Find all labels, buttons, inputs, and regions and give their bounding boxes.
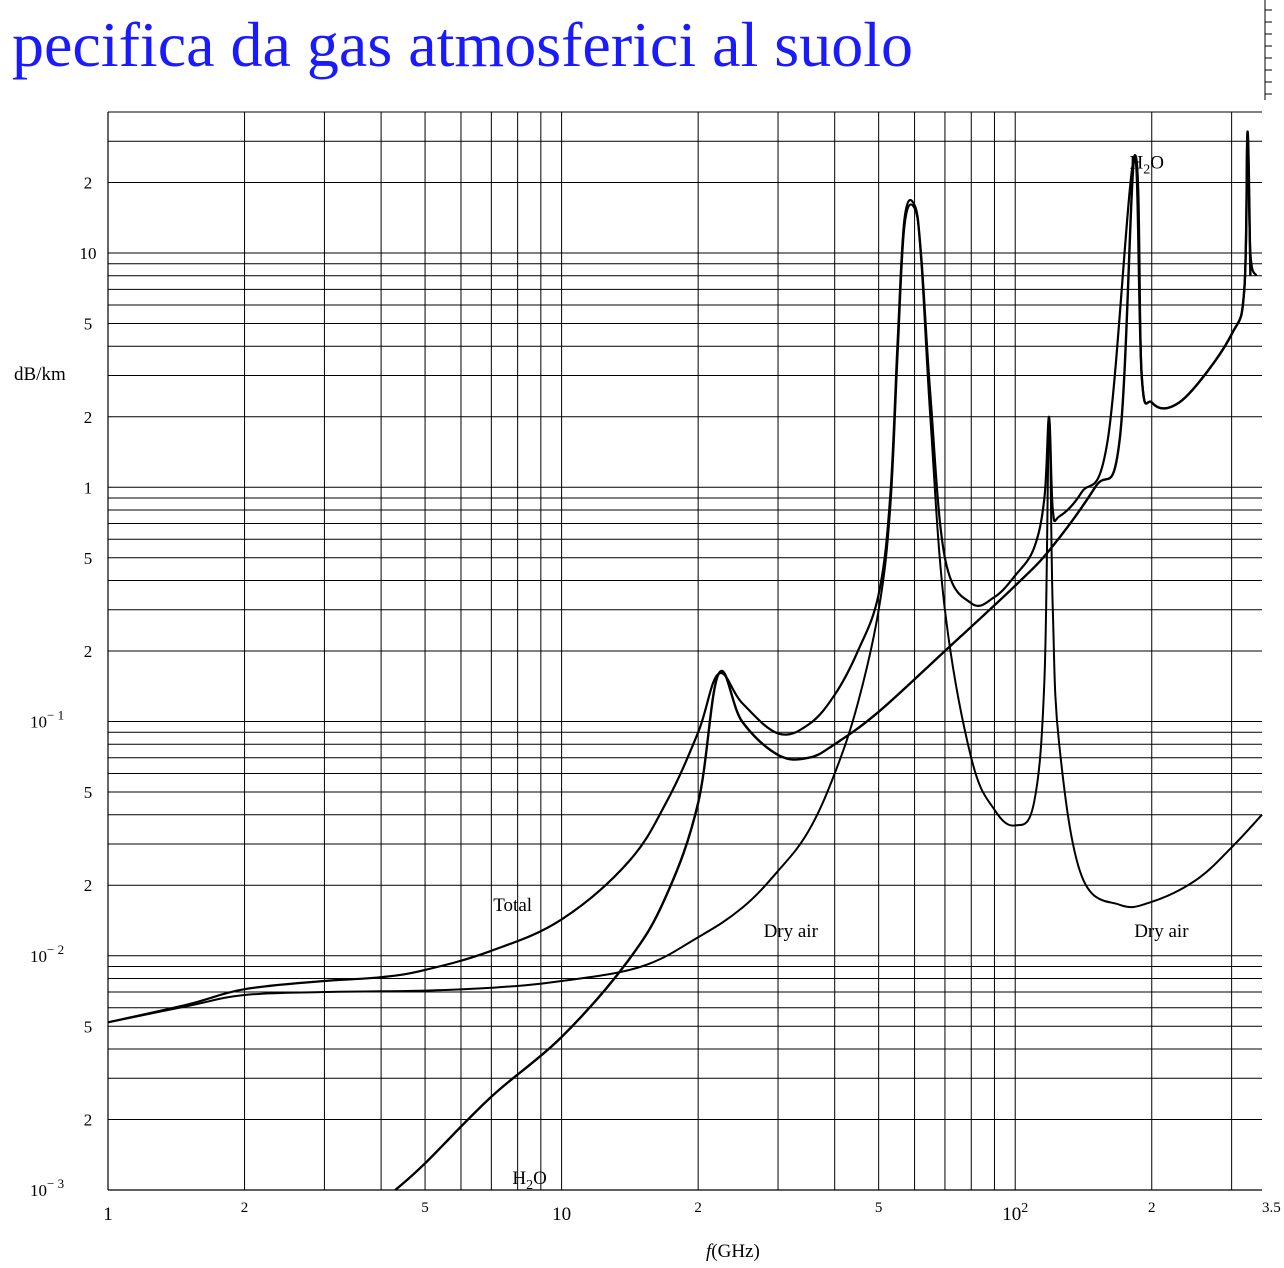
curve-labels: Total Dry air Dry air H2O H2O — [493, 152, 1189, 1193]
y-tick-label: 10 — [80, 244, 97, 263]
series-line-total — [107, 133, 1258, 1024]
y-tick-label: 2 — [84, 408, 93, 427]
y-tick-label: 10− 1 — [30, 708, 64, 732]
y-tick-label: 2 — [84, 642, 93, 661]
x-tick-label: 1 — [103, 1204, 113, 1225]
x-axis-label: f(GHz) — [706, 1241, 760, 1262]
series-line-dry-air — [107, 203, 1263, 1024]
plot-grid — [107, 111, 1262, 1191]
y-tick-label: 2 — [84, 1110, 93, 1129]
plot-series — [107, 130, 1263, 1191]
x-tick-label: 3.5 — [1262, 1200, 1281, 1216]
series-line-h2o — [394, 130, 1252, 1191]
curve-label: Total — [493, 895, 532, 916]
curve-label: Dry air — [764, 921, 819, 942]
y-axis-label: dB/km — [14, 364, 66, 385]
x-tick-labels: 1 2 5 10 2 5 102 2 3.5 — [103, 1200, 1281, 1225]
y-tick-label: 2 — [84, 876, 93, 895]
y-tick-label: 5 — [84, 549, 93, 568]
curve-label: H2O — [1130, 152, 1164, 177]
x-tick-label: 102 — [1002, 1201, 1028, 1225]
y-tick-label: 10− 3 — [30, 1176, 64, 1200]
x-tick-label: 5 — [421, 1200, 429, 1216]
y-tick-labels: 10− 3 2 5 10− 2 2 5 10− 1 2 5 1 2 5 10 2 — [30, 174, 97, 1200]
y-tick-label: 10− 2 — [30, 942, 64, 966]
x-tick-label: 10 — [552, 1204, 571, 1225]
chart-title: pecifica da gas atmosferici al suolo — [12, 9, 913, 80]
y-tick-label: 1 — [84, 478, 93, 497]
x-tick-label: 2 — [1148, 1200, 1156, 1216]
curve-label: Dry air — [1134, 921, 1189, 942]
y-tick-label: 2 — [84, 174, 93, 193]
y-tick-label: 5 — [84, 783, 93, 802]
right-edge-ticks — [1264, 0, 1272, 100]
curve-label: H2O — [512, 1168, 546, 1193]
y-tick-label: 5 — [84, 1017, 93, 1036]
x-tick-label: 2 — [694, 1200, 702, 1216]
x-tick-label: 2 — [241, 1200, 249, 1216]
y-tick-label: 5 — [84, 315, 93, 334]
x-tick-label: 5 — [875, 1200, 883, 1216]
